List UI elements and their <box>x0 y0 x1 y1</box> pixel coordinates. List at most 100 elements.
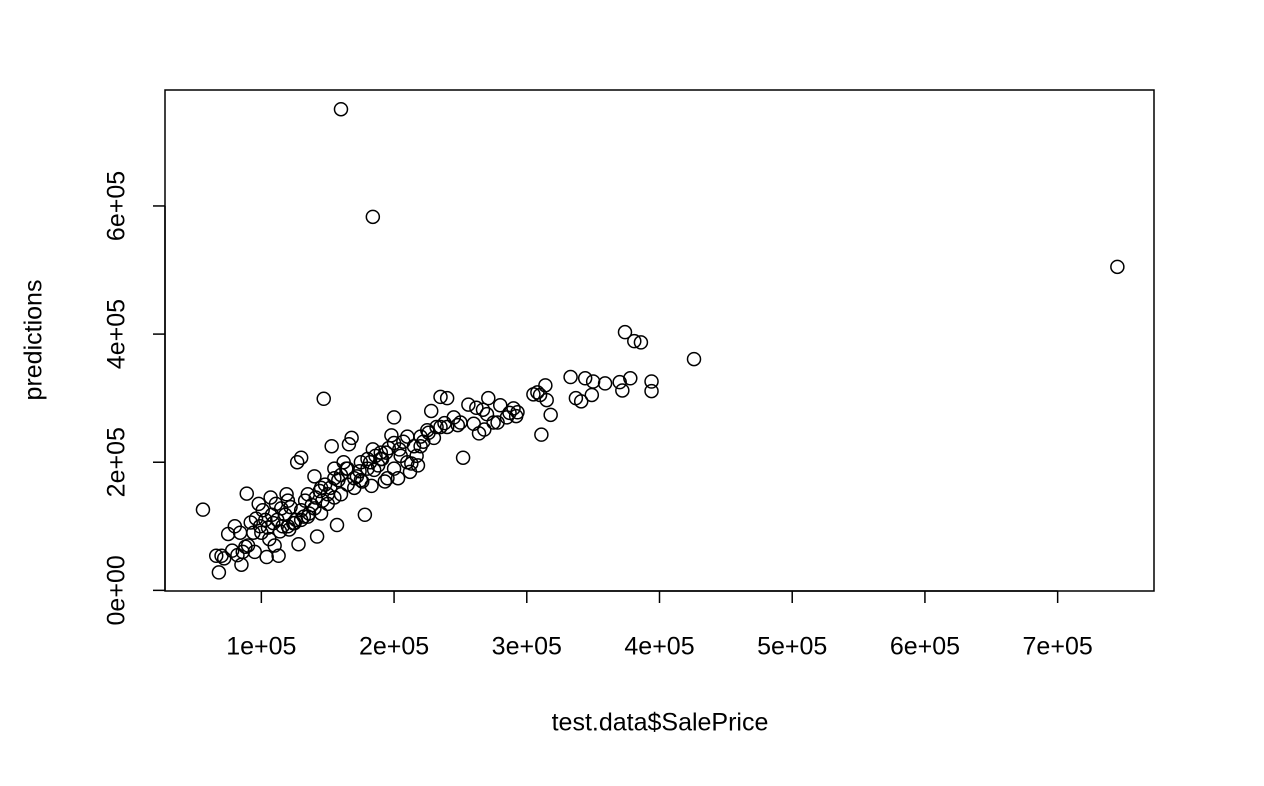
point <box>230 547 245 563</box>
point <box>211 565 227 580</box>
point <box>633 335 649 350</box>
point <box>243 515 258 530</box>
plot-frame <box>164 89 1155 592</box>
point <box>450 417 466 433</box>
point <box>402 464 418 480</box>
point <box>393 448 408 464</box>
x-tick-label: 1e+05 <box>226 633 296 661</box>
point <box>373 445 389 460</box>
point <box>439 419 455 435</box>
point <box>344 430 359 446</box>
x-tick-label: 2e+05 <box>359 633 429 661</box>
point <box>508 408 524 424</box>
point <box>365 209 381 225</box>
x-tick-label: 6e+05 <box>890 633 960 661</box>
point <box>475 402 491 417</box>
point <box>627 333 642 349</box>
point <box>309 529 325 544</box>
point <box>283 499 298 515</box>
point <box>287 515 302 531</box>
point <box>543 407 558 423</box>
point <box>313 480 329 496</box>
point <box>362 454 378 470</box>
x-tick-label: 3e+05 <box>492 633 562 661</box>
point <box>263 490 278 505</box>
point <box>410 458 426 473</box>
point <box>340 477 355 492</box>
point <box>539 392 554 408</box>
point <box>433 419 448 435</box>
point <box>469 400 484 416</box>
point <box>481 390 496 406</box>
point <box>271 548 286 564</box>
point <box>390 470 406 486</box>
point <box>538 378 553 393</box>
point <box>386 435 402 451</box>
point <box>280 519 296 534</box>
point <box>254 525 269 540</box>
point <box>333 487 349 502</box>
point <box>585 374 601 389</box>
point <box>300 487 316 502</box>
point <box>364 478 379 494</box>
point <box>259 549 274 565</box>
y-tick-label: 0e+00 <box>103 555 131 625</box>
point <box>426 430 442 446</box>
point <box>617 324 633 340</box>
point <box>307 469 322 484</box>
point <box>293 512 309 528</box>
x-tick-label: 7e+05 <box>1023 633 1093 661</box>
point <box>208 548 224 564</box>
point <box>297 493 313 508</box>
point <box>353 454 369 470</box>
point <box>220 526 236 542</box>
point <box>612 374 627 390</box>
x-axis-title: test.data$SalePrice <box>552 709 769 737</box>
point <box>251 496 266 512</box>
point <box>373 451 389 467</box>
point <box>466 416 481 432</box>
point <box>577 371 593 386</box>
point <box>341 437 357 452</box>
y-tick-label: 4e+05 <box>103 299 131 369</box>
point <box>644 374 659 389</box>
point <box>584 387 600 403</box>
point <box>324 438 339 454</box>
point <box>1110 259 1125 275</box>
point <box>327 490 342 505</box>
point <box>340 461 355 476</box>
point <box>597 376 613 391</box>
y-tick-label: 2e+05 <box>103 427 131 497</box>
point <box>329 517 345 533</box>
point <box>366 462 382 478</box>
point <box>423 403 439 419</box>
point <box>439 390 455 406</box>
x-tick-label: 5e+05 <box>757 633 827 661</box>
point <box>499 410 515 425</box>
point <box>384 428 399 443</box>
point <box>289 454 305 470</box>
point <box>349 469 365 484</box>
point <box>195 502 211 517</box>
point <box>377 474 393 489</box>
point <box>316 391 331 407</box>
point <box>327 470 342 486</box>
point <box>293 450 309 465</box>
point <box>455 450 471 465</box>
point <box>386 410 402 425</box>
x-tick-label: 4e+05 <box>624 633 694 661</box>
point <box>214 548 229 564</box>
point <box>492 397 508 413</box>
point <box>686 351 702 367</box>
point <box>615 383 630 398</box>
point <box>216 551 232 566</box>
point <box>234 557 249 572</box>
point <box>266 515 281 531</box>
point <box>357 507 373 523</box>
point <box>461 397 476 412</box>
point <box>239 486 255 501</box>
point <box>534 427 549 442</box>
point <box>406 438 422 454</box>
point <box>291 536 306 552</box>
